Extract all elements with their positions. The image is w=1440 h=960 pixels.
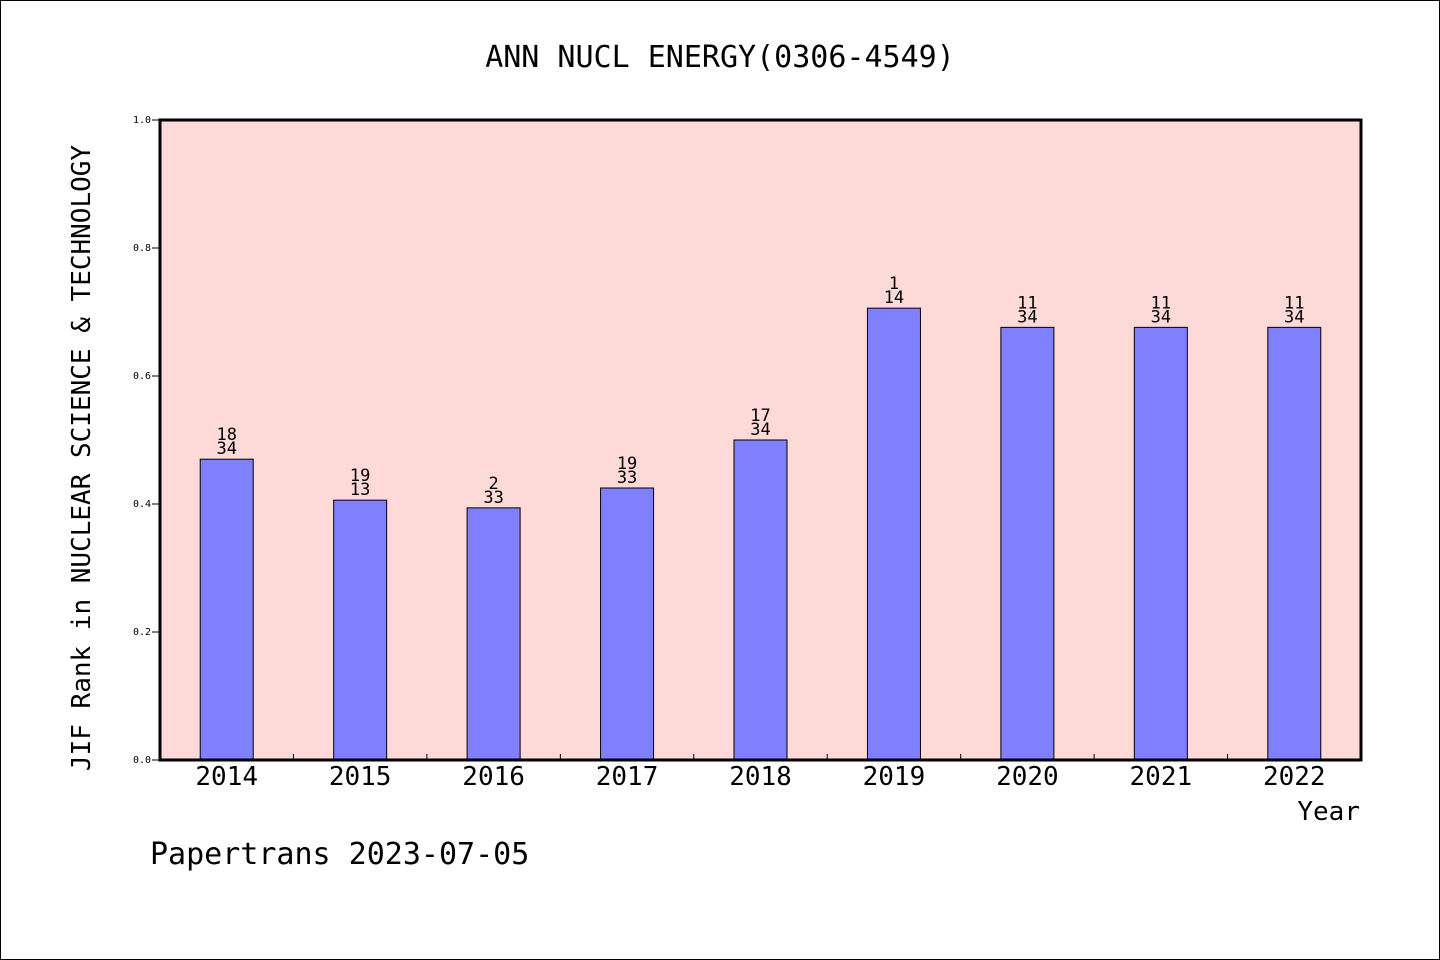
bar-label-rank: 1 xyxy=(889,274,899,294)
source-footer: Papertrans 2023-07-05 xyxy=(150,837,529,872)
x-tick-label: 2017 xyxy=(596,762,659,792)
bar-2017 xyxy=(600,487,655,761)
bar-label-rank: 19 xyxy=(350,466,370,486)
bar-label-rank: 11 xyxy=(1017,293,1037,313)
bar-2015 xyxy=(333,499,388,761)
x-axis: 2014 2015 2016 2017 2018 2019 2020 2021 2022 xyxy=(195,754,1326,792)
plot-frame xyxy=(158,118,1363,762)
bar-label-rank: 17 xyxy=(750,406,770,426)
bar-2014 xyxy=(199,458,254,761)
bar-2016 xyxy=(466,507,521,761)
bar-2020 xyxy=(1000,326,1055,761)
x-tick-label: 2014 xyxy=(195,762,258,792)
y-axis: 0.0 0.2 0.4 0.6 0.8 1.0 xyxy=(133,115,160,766)
bar-label-rank: 11 xyxy=(1151,293,1171,313)
x-axis-label: Year xyxy=(1297,797,1360,827)
bar-label-total: 34 xyxy=(216,439,236,459)
y-tick-label: 0.4 xyxy=(133,499,151,510)
bar-label-total: 34 xyxy=(1151,307,1171,327)
chart-title: ANN NUCL ENERGY(0306-4549) xyxy=(485,40,955,75)
y-tick-label: 0.6 xyxy=(133,371,151,382)
x-tick-label: 2020 xyxy=(996,762,1059,792)
y-tick-label: 0.0 xyxy=(133,755,151,766)
bar-label-total: 33 xyxy=(617,468,637,488)
bar-label-total: 13 xyxy=(350,480,370,500)
bar-label-rank: 19 xyxy=(617,454,637,474)
bar-2018 xyxy=(733,439,788,761)
bar-label-total: 34 xyxy=(1017,307,1037,327)
x-tick-label: 2019 xyxy=(863,762,926,792)
bar-label-rank: 18 xyxy=(216,425,236,445)
y-tick-label: 0.8 xyxy=(133,243,151,254)
bar-2022 xyxy=(1267,326,1322,761)
y-tick-label: 0.2 xyxy=(133,627,151,638)
bar-2019 xyxy=(866,307,921,761)
y-tick-label: 1.0 xyxy=(133,115,151,126)
bar-label-total: 34 xyxy=(1284,307,1304,327)
bar-2021 xyxy=(1133,326,1188,761)
y-axis-label: JIF Rank in NUCLEAR SCIENCE & TECHNOLOGY xyxy=(67,145,97,771)
bars-group xyxy=(199,307,1322,761)
x-tick-label: 2015 xyxy=(329,762,392,792)
bar-label-rank: 2 xyxy=(488,474,498,494)
bar-label-total: 33 xyxy=(483,488,503,508)
bar-label-rank: 11 xyxy=(1284,293,1304,313)
x-tick-label: 2022 xyxy=(1263,762,1326,792)
x-tick-label: 2016 xyxy=(462,762,525,792)
bar-label-total: 14 xyxy=(884,288,904,308)
bar-label-total: 34 xyxy=(750,420,770,440)
x-tick-label: 2021 xyxy=(1130,762,1193,792)
x-tick-label: 2018 xyxy=(729,762,792,792)
